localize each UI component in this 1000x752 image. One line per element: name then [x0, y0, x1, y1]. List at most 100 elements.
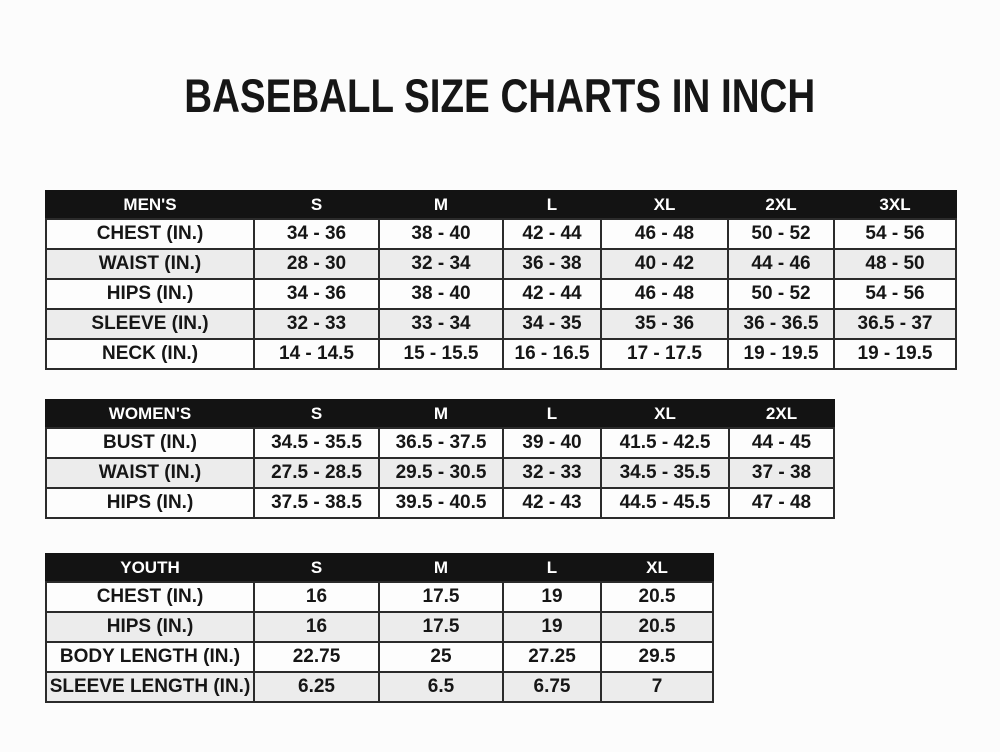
size-value-cell: 32 - 34	[378, 248, 504, 280]
size-value-cell: 35 - 36	[600, 308, 729, 340]
page-title-text: BASEBALL SIZE CHARTS IN INCH	[184, 69, 816, 122]
column-header: S	[253, 553, 380, 583]
size-value-cell: 32 - 33	[253, 308, 380, 340]
size-value-cell: 34.5 - 35.5	[600, 457, 730, 489]
size-value-cell: 15 - 15.5	[378, 338, 504, 370]
size-value-cell: 27.25	[502, 641, 602, 673]
row-label: WAIST (IN.)	[45, 457, 255, 489]
table-row: HIPS (IN.) 16 17.5 19 20.5	[45, 611, 714, 643]
size-value-cell: 32 - 33	[502, 457, 602, 489]
column-header: 2XL	[728, 399, 835, 429]
size-value-cell: 22.75	[253, 641, 380, 673]
column-header: 2XL	[727, 190, 835, 220]
column-header: XL	[600, 399, 730, 429]
size-value-cell: 44 - 46	[727, 248, 835, 280]
column-header: S	[253, 399, 380, 429]
row-label: HIPS (IN.)	[45, 278, 255, 310]
table-row: WAIST (IN.) 27.5 - 28.5 29.5 - 30.5 32 - 33…	[45, 457, 835, 489]
mens-section-label: MEN'S	[45, 190, 255, 220]
table-row: SLEEVE (IN.) 32 - 33 33 - 34 34 - 35 35 - 36…	[45, 308, 957, 340]
size-value-cell: 36.5 - 37.5	[378, 427, 504, 459]
size-value-cell: 16	[253, 581, 380, 613]
row-label: CHEST (IN.)	[45, 218, 255, 250]
size-value-cell: 36 - 38	[502, 248, 602, 280]
youth-header-row: YOUTH S M L XL	[45, 553, 714, 583]
column-header: L	[502, 399, 602, 429]
size-value-cell: 25	[378, 641, 504, 673]
size-value-cell: 36 - 36.5	[727, 308, 835, 340]
size-value-cell: 6.5	[378, 671, 504, 703]
size-value-cell: 34 - 35	[502, 308, 602, 340]
column-header: M	[378, 553, 504, 583]
column-header: L	[502, 190, 602, 220]
size-value-cell: 29.5 - 30.5	[378, 457, 504, 489]
size-value-cell: 39.5 - 40.5	[378, 487, 504, 519]
size-value-cell: 20.5	[600, 611, 714, 643]
size-value-cell: 39 - 40	[502, 427, 602, 459]
size-value-cell: 34 - 36	[253, 218, 380, 250]
size-value-cell: 19	[502, 611, 602, 643]
size-value-cell: 46 - 48	[600, 278, 729, 310]
column-header: XL	[600, 553, 714, 583]
youth-section-label: YOUTH	[45, 553, 255, 583]
size-value-cell: 17 - 17.5	[600, 338, 729, 370]
size-value-cell: 28 - 30	[253, 248, 380, 280]
size-value-cell: 16 - 16.5	[502, 338, 602, 370]
size-value-cell: 6.25	[253, 671, 380, 703]
table-row: NECK (IN.) 14 - 14.5 15 - 15.5 16 - 16.5 17 …	[45, 338, 957, 370]
mens-size-table: MEN'S S M L XL 2XL 3XL CHEST (IN.) 34 - 36 38 - 4…	[45, 190, 957, 370]
size-value-cell: 27.5 - 28.5	[253, 457, 380, 489]
size-value-cell: 50 - 52	[727, 218, 835, 250]
size-value-cell: 33 - 34	[378, 308, 504, 340]
size-value-cell: 29.5	[600, 641, 714, 673]
size-value-cell: 14 - 14.5	[253, 338, 380, 370]
size-value-cell: 42 - 44	[502, 278, 602, 310]
size-value-cell: 37.5 - 38.5	[253, 487, 380, 519]
womens-header-row: WOMEN'S S M L XL 2XL	[45, 399, 835, 429]
size-value-cell: 20.5	[600, 581, 714, 613]
page-title: BASEBALL SIZE CHARTS IN INCH	[0, 68, 1000, 123]
size-value-cell: 40 - 42	[600, 248, 729, 280]
table-row: SLEEVE LENGTH (IN.) 6.25 6.5 6.75 7	[45, 671, 714, 703]
size-value-cell: 48 - 50	[833, 248, 957, 280]
size-value-cell: 36.5 - 37	[833, 308, 957, 340]
size-value-cell: 34 - 36	[253, 278, 380, 310]
size-value-cell: 19	[502, 581, 602, 613]
row-label: HIPS (IN.)	[45, 611, 255, 643]
table-row: BUST (IN.) 34.5 - 35.5 36.5 - 37.5 39 - 40 4…	[45, 427, 835, 459]
table-row: CHEST (IN.) 16 17.5 19 20.5	[45, 581, 714, 613]
size-value-cell: 17.5	[378, 611, 504, 643]
size-value-cell: 34.5 - 35.5	[253, 427, 380, 459]
size-value-cell: 54 - 56	[833, 218, 957, 250]
size-value-cell: 7	[600, 671, 714, 703]
size-value-cell: 47 - 48	[728, 487, 835, 519]
row-label: CHEST (IN.)	[45, 581, 255, 613]
size-value-cell: 19 - 19.5	[833, 338, 957, 370]
table-row: HIPS (IN.) 34 - 36 38 - 40 42 - 44 46 - 48 50…	[45, 278, 957, 310]
size-value-cell: 41.5 - 42.5	[600, 427, 730, 459]
row-label: WAIST (IN.)	[45, 248, 255, 280]
column-header: L	[502, 553, 602, 583]
row-label: BODY LENGTH (IN.)	[45, 641, 255, 673]
column-header: M	[378, 399, 504, 429]
youth-size-table: YOUTH S M L XL CHEST (IN.) 16 17.5 19 20.5 HIPS (I…	[45, 553, 714, 703]
size-value-cell: 50 - 52	[727, 278, 835, 310]
size-value-cell: 46 - 48	[600, 218, 729, 250]
table-row: WAIST (IN.) 28 - 30 32 - 34 36 - 38 40 - 42 4…	[45, 248, 957, 280]
size-value-cell: 38 - 40	[378, 278, 504, 310]
size-value-cell: 19 - 19.5	[727, 338, 835, 370]
table-row: CHEST (IN.) 34 - 36 38 - 40 42 - 44 46 - 48 5…	[45, 218, 957, 250]
size-value-cell: 44 - 45	[728, 427, 835, 459]
row-label: SLEEVE LENGTH (IN.)	[45, 671, 255, 703]
size-value-cell: 42 - 43	[502, 487, 602, 519]
size-value-cell: 16	[253, 611, 380, 643]
womens-size-table: WOMEN'S S M L XL 2XL BUST (IN.) 34.5 - 35.5 36.5…	[45, 399, 835, 519]
column-header: S	[253, 190, 380, 220]
size-value-cell: 42 - 44	[502, 218, 602, 250]
row-label: BUST (IN.)	[45, 427, 255, 459]
size-value-cell: 6.75	[502, 671, 602, 703]
size-value-cell: 37 - 38	[728, 457, 835, 489]
table-row: BODY LENGTH (IN.) 22.75 25 27.25 29.5	[45, 641, 714, 673]
size-value-cell: 38 - 40	[378, 218, 504, 250]
